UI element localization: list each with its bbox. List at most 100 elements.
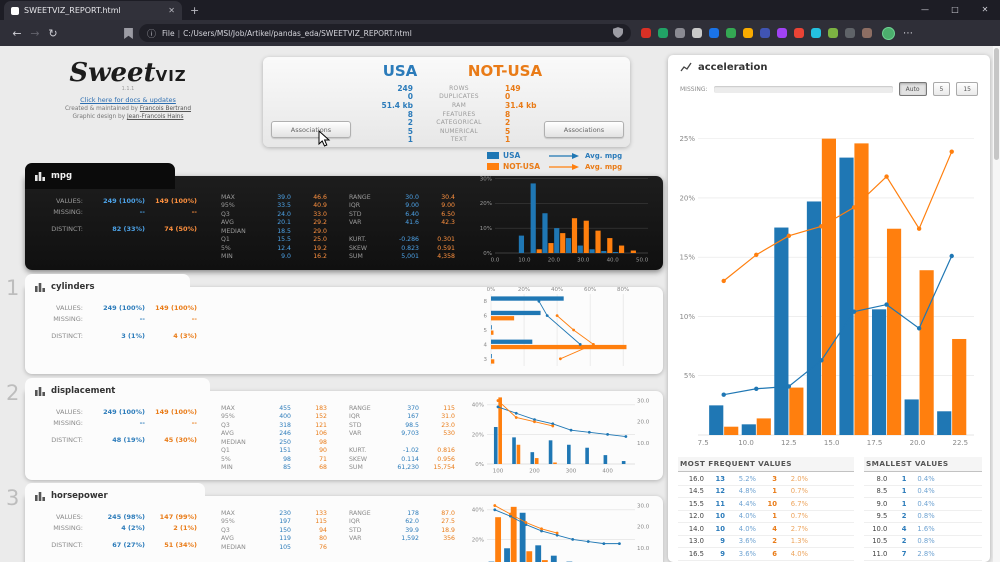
cell-pct-usa: 4.4% xyxy=(738,499,756,508)
stat-label: Q1 xyxy=(221,236,230,244)
stat-value-usa: 98 xyxy=(283,455,291,463)
table-header: SMALLEST VALUES xyxy=(864,457,982,472)
summary-value-notusa: 8 xyxy=(505,109,511,119)
summary-value-notusa: 31.4 kb xyxy=(505,100,537,110)
extension-icon[interactable] xyxy=(675,28,685,38)
stat-value-notusa: 106 xyxy=(315,430,327,438)
bins-auto-button[interactable]: Auto xyxy=(898,82,927,96)
stat-value-notusa: 152 xyxy=(315,413,327,421)
associations-right-button[interactable]: Associations xyxy=(544,121,624,138)
page-info-icon[interactable]: ⓘ xyxy=(147,29,157,40)
forward-button[interactable]: → xyxy=(30,26,40,40)
feature-tab[interactable]: horsepower xyxy=(25,483,205,509)
cell-count-notusa: 1 xyxy=(772,512,777,521)
associations-left-button[interactable]: Associations xyxy=(271,121,351,138)
feature-block-horsepower[interactable]: horsepower VALUES: 245 (98%) 147 (99%) MISS… xyxy=(25,483,663,562)
refresh-button[interactable]: ↻ xyxy=(48,26,58,40)
window-close-button[interactable]: ✕ xyxy=(981,5,989,14)
docs-link[interactable]: Click here for docs & updates xyxy=(80,96,176,104)
cell-pct-usa: 4.8% xyxy=(738,487,756,496)
extension-icon[interactable] xyxy=(828,28,838,38)
scrollbar[interactable] xyxy=(993,46,1000,562)
extension-icon[interactable] xyxy=(726,28,736,38)
profile-avatar[interactable] xyxy=(882,26,895,40)
histogram-icon xyxy=(35,387,45,396)
mpg-histogram-chart: 0% 10% 20% 30% 0.0 10.0 20.0 30.0 40.0 50.0 xyxy=(477,165,653,265)
summary-value-usa: 8 xyxy=(407,109,413,119)
new-tab-button[interactable]: + xyxy=(190,4,200,17)
numeric-stat-row: RANGE 370 115 xyxy=(349,404,455,413)
feature-block-cylinders[interactable]: cylinders VALUES: 249 (100%) 149 (100%) MIS… xyxy=(25,274,663,374)
cell-count-usa: 10 xyxy=(715,524,725,533)
designer-link[interactable]: Jean-Francois Hains xyxy=(126,114,184,120)
numeric-stat-row: MEDIAN 250 98 xyxy=(221,438,327,447)
extension-icon[interactable] xyxy=(641,28,651,38)
svg-text:40%: 40% xyxy=(472,403,484,409)
scrollbar-thumb[interactable] xyxy=(994,48,999,160)
browser-tab[interactable]: SWEETVIZ_REPORT.html ✕ xyxy=(4,1,182,20)
extension-icon[interactable] xyxy=(862,28,872,38)
summary-row: 51.4 kb RAM 31.4 kb xyxy=(333,101,585,110)
stat-value-usa: 9.00 xyxy=(405,202,419,210)
table-row: 14.5 12 4.8% 1 0.7% xyxy=(678,486,854,498)
cell-pct-notusa: 4.0% xyxy=(790,549,808,558)
stat-label: SKEW xyxy=(349,244,368,252)
extension-icon[interactable] xyxy=(811,28,821,38)
feature-tab[interactable]: displacement xyxy=(25,378,210,404)
favorites-icon[interactable] xyxy=(124,27,133,39)
svg-text:40.0: 40.0 xyxy=(607,258,620,264)
cell-value: 12.0 xyxy=(688,512,704,521)
cell-value: 8.0 xyxy=(876,474,888,483)
extension-icon[interactable] xyxy=(692,28,702,38)
compare-summary-card: USA NOT-USA 249 ROWS 149 0 DUPLICATES 0 51.4 k… xyxy=(263,57,630,147)
stat-value-notusa: 530 xyxy=(443,430,455,438)
histogram-icon xyxy=(35,172,45,181)
mouse-cursor xyxy=(318,130,331,147)
numeric-stat-row: Q1 151 90 xyxy=(221,447,327,456)
window-minimize-button[interactable]: — xyxy=(921,5,929,14)
numeric-stat-row: RANGE 30.0 30.4 xyxy=(349,193,455,202)
extension-icon[interactable] xyxy=(743,28,753,38)
summary-value-notusa: 5 xyxy=(505,126,511,136)
bins-15-button[interactable]: 15 xyxy=(956,82,978,96)
numeric-stat-row: 5% 12.4 19.2 xyxy=(221,244,327,253)
extension-icon[interactable] xyxy=(845,28,855,38)
svg-text:30.0: 30.0 xyxy=(577,258,590,264)
stat-value-notusa: 16.2 xyxy=(313,253,327,261)
svg-text:8: 8 xyxy=(484,299,488,305)
table-row: 10.0 4 1.6% xyxy=(864,523,982,536)
stat-value-usa: 370 xyxy=(407,404,419,412)
extension-icon[interactable] xyxy=(794,28,804,38)
stat-label: MEDIAN xyxy=(221,543,246,551)
feature-block-displacement[interactable]: displacement VALUES: 249 (100%) 149 (100%)… xyxy=(25,378,663,480)
tab-close-icon[interactable]: ✕ xyxy=(168,6,175,15)
browser-menu-button[interactable]: ⋯ xyxy=(903,27,913,39)
extension-icon[interactable] xyxy=(709,28,719,38)
svg-text:12.5: 12.5 xyxy=(781,439,797,447)
not-usa-header: NOT-USA xyxy=(467,62,543,80)
svg-text:0.0: 0.0 xyxy=(491,258,500,264)
usa-header: USA xyxy=(382,62,418,80)
stat-value-notusa: 30.4 xyxy=(441,193,455,201)
summary-row-label: DUPLICATES xyxy=(439,93,479,101)
feature-tab[interactable]: cylinders xyxy=(25,274,190,300)
feature-block-mpg[interactable]: mpg VALUES: 249 (100%) 149 (100%) MISSING: -… xyxy=(25,163,663,270)
cell-value: 16.0 xyxy=(688,474,704,483)
missing-bar xyxy=(713,85,893,93)
window-maximize-button[interactable]: □ xyxy=(951,5,959,14)
cell-pct-usa: 5.2% xyxy=(738,474,756,483)
svg-text:400: 400 xyxy=(602,469,613,475)
feature-tab[interactable]: mpg xyxy=(25,163,175,189)
stat-value-notusa: 31.0 xyxy=(441,413,455,421)
shield-icon[interactable] xyxy=(613,26,623,40)
stat-value-notusa: 356 xyxy=(443,535,455,543)
stat-value-notusa: 27.5 xyxy=(441,518,455,526)
svg-text:80%: 80% xyxy=(617,287,629,293)
extension-icon[interactable] xyxy=(760,28,770,38)
bins-5-button[interactable]: 5 xyxy=(932,82,951,96)
address-bar[interactable]: ⓘ File | C:/Users/MSI/Job/Artikel/pandas_e… xyxy=(139,24,631,42)
back-button[interactable]: ← xyxy=(12,26,22,40)
author-link[interactable]: Francois Bertrand xyxy=(139,106,191,112)
extension-icon[interactable] xyxy=(777,28,787,38)
extension-icon[interactable] xyxy=(658,28,668,38)
